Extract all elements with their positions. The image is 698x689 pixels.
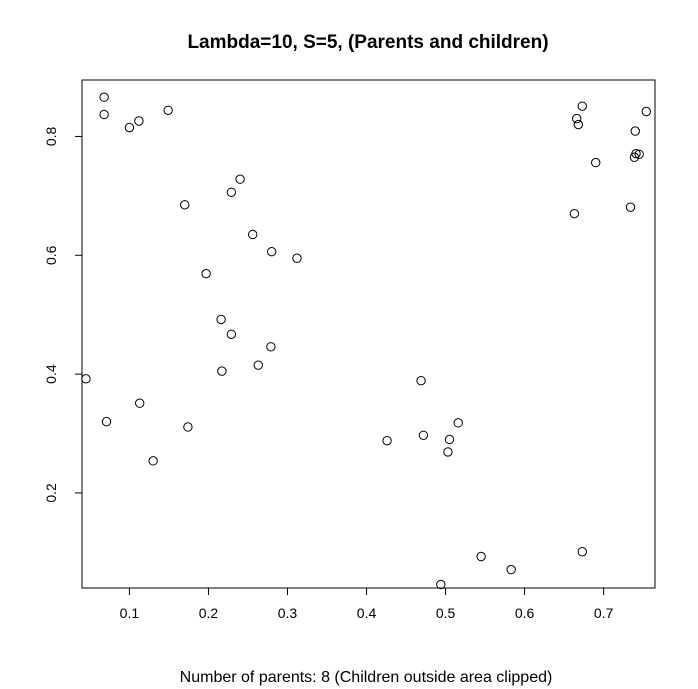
y-axis: 0.2 0.4 0.6 0.8 — [43, 127, 83, 503]
data-point — [436, 579, 446, 590]
data-point — [444, 434, 455, 445]
data-point — [81, 374, 91, 384]
data-point — [248, 229, 258, 240]
data-point — [476, 551, 486, 562]
data-point — [506, 564, 516, 575]
data-point — [134, 116, 144, 126]
data-point — [134, 398, 145, 408]
data-point — [577, 547, 587, 557]
data-point — [266, 342, 276, 352]
y-tick-label: 0.4 — [43, 364, 59, 384]
data-point — [625, 202, 636, 212]
data-point — [101, 416, 112, 427]
data-point — [634, 149, 644, 159]
data-point — [573, 119, 584, 130]
x-tick-label: 0.4 — [357, 605, 377, 621]
data-point — [569, 208, 580, 219]
data-point — [577, 101, 587, 111]
x-tick-label: 0.1 — [120, 605, 140, 621]
data-point — [217, 366, 227, 376]
data-point — [216, 314, 226, 325]
data-point — [572, 113, 582, 124]
y-tick-label: 0.6 — [43, 245, 59, 265]
y-tick-label: 0.2 — [43, 483, 59, 503]
data-point — [124, 122, 135, 133]
x-tick-label: 0.7 — [594, 605, 614, 621]
data-point — [453, 418, 463, 428]
data-point — [163, 105, 173, 116]
data-point — [382, 435, 392, 446]
data-point — [226, 187, 237, 197]
data-points — [81, 92, 652, 590]
data-point — [99, 109, 109, 120]
data-point — [253, 360, 263, 370]
x-axis-label: Number of parents: 8 (Children outside a… — [180, 669, 553, 686]
data-point — [201, 268, 211, 279]
data-point — [226, 329, 237, 339]
data-point — [266, 247, 277, 257]
x-tick-label: 0.3 — [278, 605, 298, 621]
data-point — [416, 375, 426, 386]
data-point — [148, 456, 158, 466]
x-tick-label: 0.6 — [515, 605, 535, 621]
data-point — [418, 430, 429, 441]
data-point — [180, 200, 190, 210]
data-point — [629, 152, 640, 162]
x-axis: 0.1 0.2 0.3 0.4 0.5 0.6 0.7 — [120, 587, 614, 621]
chart-title: Lambda=10, S=5, (Parents and children) — [187, 32, 548, 53]
data-point — [641, 106, 652, 117]
data-point — [591, 157, 601, 168]
data-point — [630, 126, 640, 136]
x-tick-label: 0.2 — [199, 605, 219, 621]
data-point — [99, 92, 109, 102]
y-tick-label: 0.8 — [43, 127, 59, 147]
data-point — [235, 174, 245, 184]
data-point — [292, 253, 302, 263]
data-point — [443, 447, 453, 457]
x-tick-label: 0.5 — [436, 605, 456, 621]
plot-frame — [81, 79, 656, 589]
data-point — [183, 422, 193, 432]
